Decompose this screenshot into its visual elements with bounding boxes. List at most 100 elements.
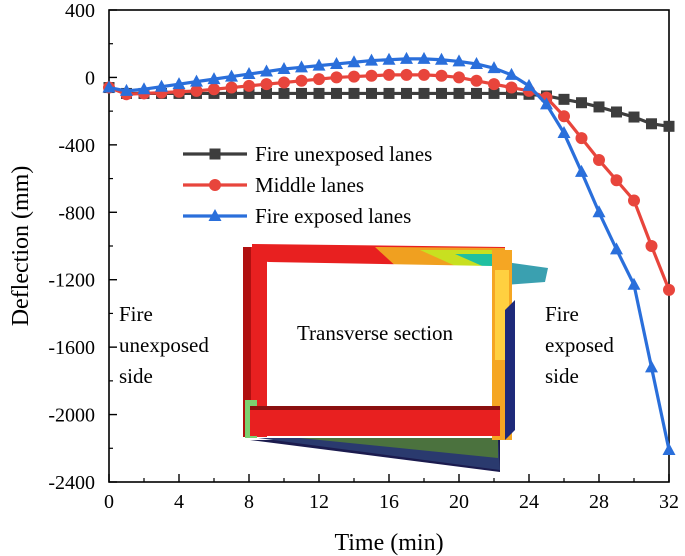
data-point <box>540 97 553 110</box>
data-point <box>645 360 658 373</box>
x-tick-label: 24 <box>519 491 539 513</box>
data-point <box>312 58 326 71</box>
data-point <box>295 60 308 73</box>
data-point <box>453 87 465 99</box>
data-point <box>225 69 238 82</box>
data-point <box>296 87 307 99</box>
data-point <box>365 53 378 66</box>
y-tick-label: -1200 <box>48 270 95 292</box>
data-point <box>382 52 396 65</box>
y-tick-label: 0 <box>85 67 95 89</box>
data-point <box>401 87 412 99</box>
data-point <box>662 442 676 455</box>
legend-label: Fire exposed lanes <box>255 204 411 228</box>
data-point <box>505 81 518 94</box>
y-axis-label: Deflection (mm) <box>8 166 34 327</box>
data-point <box>155 79 168 92</box>
legend-item: Fire unexposed lanes <box>183 142 432 166</box>
data-point <box>366 87 377 99</box>
x-tick-label: 4 <box>174 491 184 513</box>
data-point <box>172 77 186 90</box>
data-point <box>400 68 413 81</box>
data-point <box>645 240 658 252</box>
x-tick-label: 32 <box>659 491 679 513</box>
legend-marker <box>209 179 221 191</box>
data-point <box>453 71 465 84</box>
data-point <box>488 78 500 91</box>
legend-marker <box>209 148 221 160</box>
data-point <box>611 106 622 118</box>
right-side-annotation: side <box>545 364 579 388</box>
data-point <box>400 51 413 64</box>
data-point <box>243 87 255 99</box>
data-point <box>646 118 657 130</box>
data-point <box>435 52 448 65</box>
data-point <box>278 76 290 89</box>
data-point <box>418 68 430 81</box>
data-point <box>242 67 256 80</box>
y-tick-label: 400 <box>65 0 95 22</box>
y-tick-label: -400 <box>58 135 95 157</box>
left-side-annotation: side <box>119 364 153 388</box>
x-tick-label: 12 <box>309 491 329 513</box>
series-2 <box>102 51 676 455</box>
data-point <box>137 82 151 95</box>
data-point <box>628 111 640 123</box>
data-point <box>576 97 587 109</box>
data-point <box>435 69 448 82</box>
data-point <box>628 194 640 207</box>
y-tick-label: -800 <box>58 202 95 224</box>
data-point <box>190 84 203 97</box>
data-point <box>488 87 500 99</box>
data-point <box>295 74 308 87</box>
data-point <box>417 51 431 64</box>
data-point <box>558 110 570 123</box>
data-point <box>627 277 641 290</box>
data-point <box>663 120 675 132</box>
data-point <box>225 81 238 94</box>
legend-marker <box>208 209 222 221</box>
data-point <box>418 87 430 99</box>
data-point <box>452 54 466 67</box>
annotation-layer: Fire unexposed side Fire exposed side Transver… <box>119 302 614 388</box>
legend: Fire unexposed lanes Middle lanes Fire exp… <box>183 142 432 228</box>
data-point <box>522 78 536 91</box>
data-point <box>260 64 273 77</box>
data-point <box>208 83 220 96</box>
data-point <box>610 174 623 187</box>
data-point <box>610 242 623 255</box>
data-point <box>558 93 570 105</box>
data-point <box>575 164 588 177</box>
x-tick-label: 0 <box>104 491 114 513</box>
x-tick-label: 28 <box>589 491 609 513</box>
data-point <box>436 87 447 99</box>
data-point <box>330 71 343 84</box>
data-point <box>120 83 133 96</box>
inset-label: Transverse section <box>297 321 454 345</box>
left-side-annotation: unexposed <box>119 333 209 357</box>
x-tick-label: 20 <box>449 491 469 513</box>
x-tick-label: 8 <box>244 491 254 513</box>
series-layer <box>102 51 676 455</box>
legend-label: Middle lanes <box>255 173 364 197</box>
data-point <box>592 205 606 218</box>
data-point <box>243 79 255 92</box>
data-point <box>347 55 361 68</box>
y-tick-label: -2400 <box>48 472 95 494</box>
x-tick-label: 16 <box>379 491 399 513</box>
data-point <box>470 74 483 87</box>
left-side-annotation: Fire <box>119 302 153 326</box>
data-point <box>487 61 501 74</box>
data-point <box>365 69 378 82</box>
data-point <box>505 67 518 80</box>
data-point <box>278 87 290 99</box>
data-point <box>190 74 203 87</box>
data-point <box>313 73 325 86</box>
transverse-section-inset <box>243 244 548 472</box>
y-tick-label: -2000 <box>48 405 95 427</box>
data-point <box>593 101 605 113</box>
data-point <box>383 87 395 99</box>
series-0 <box>103 82 675 132</box>
data-point <box>348 87 360 99</box>
